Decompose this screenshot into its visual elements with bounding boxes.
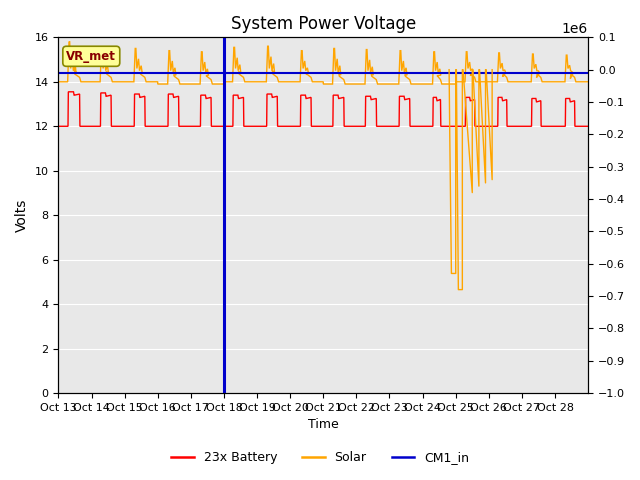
Title: System Power Voltage: System Power Voltage (230, 15, 416, 33)
Y-axis label: Volts: Volts (15, 199, 29, 232)
Legend: 23x Battery, Solar, CM1_in: 23x Battery, Solar, CM1_in (166, 446, 474, 469)
Text: VR_met: VR_met (67, 50, 116, 63)
X-axis label: Time: Time (308, 419, 339, 432)
